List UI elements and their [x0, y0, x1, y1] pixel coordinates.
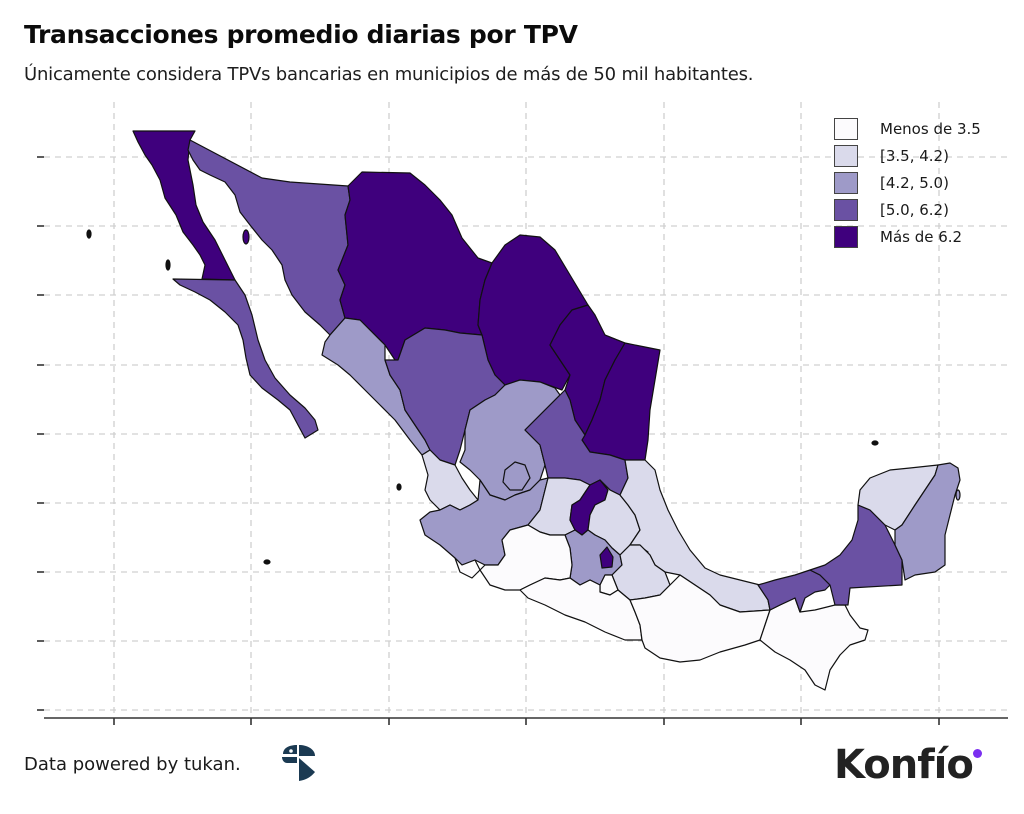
konfio-dot-icon [973, 749, 982, 758]
legend-item: Más de 6.2 [834, 223, 981, 250]
state-chiapas[interactable] [759, 597, 869, 691]
state-baja-california[interactable] [132, 130, 236, 281]
state-tabasco[interactable] [757, 569, 831, 613]
legend-item: [4.2, 5.0) [834, 169, 981, 196]
legend-swatch [834, 171, 858, 194]
legend-label: [4.2, 5.0) [880, 173, 949, 192]
legend-label: [5.0, 6.2) [880, 200, 949, 219]
legend-label: Menos de 3.5 [880, 119, 981, 138]
legend-item: [5.0, 6.2) [834, 196, 981, 223]
tukan-logo-icon [282, 745, 315, 781]
legend-swatch [834, 225, 858, 248]
page-title: Transacciones promedio diarias por TPV [24, 20, 578, 49]
legend-swatch [834, 144, 858, 167]
legend-label: Más de 6.2 [880, 227, 963, 246]
state-aguascalientes[interactable] [502, 461, 531, 491]
state-baja-california-sur[interactable] [172, 278, 319, 439]
state-cdmx[interactable] [599, 546, 614, 569]
legend-item: Menos de 3.5 [834, 115, 981, 142]
konfio-logo: Konfío [834, 742, 974, 788]
legend-item: [3.5, 4.2) [834, 142, 981, 169]
legend-label: [3.5, 4.2) [880, 146, 949, 165]
legend-swatch [834, 117, 858, 140]
state-guerrero[interactable] [519, 577, 643, 641]
page-subtitle: Únicamente considera TPVs bancarias en m… [24, 64, 754, 85]
powered-by-text: Data powered by tukan. [24, 754, 241, 775]
state-quintana-roo[interactable] [894, 462, 961, 581]
legend: Menos de 3.5 [3.5, 4.2) [4.2, 5.0) [5.0,… [834, 115, 981, 250]
axes [37, 156, 1008, 725]
legend-swatch [834, 198, 858, 221]
